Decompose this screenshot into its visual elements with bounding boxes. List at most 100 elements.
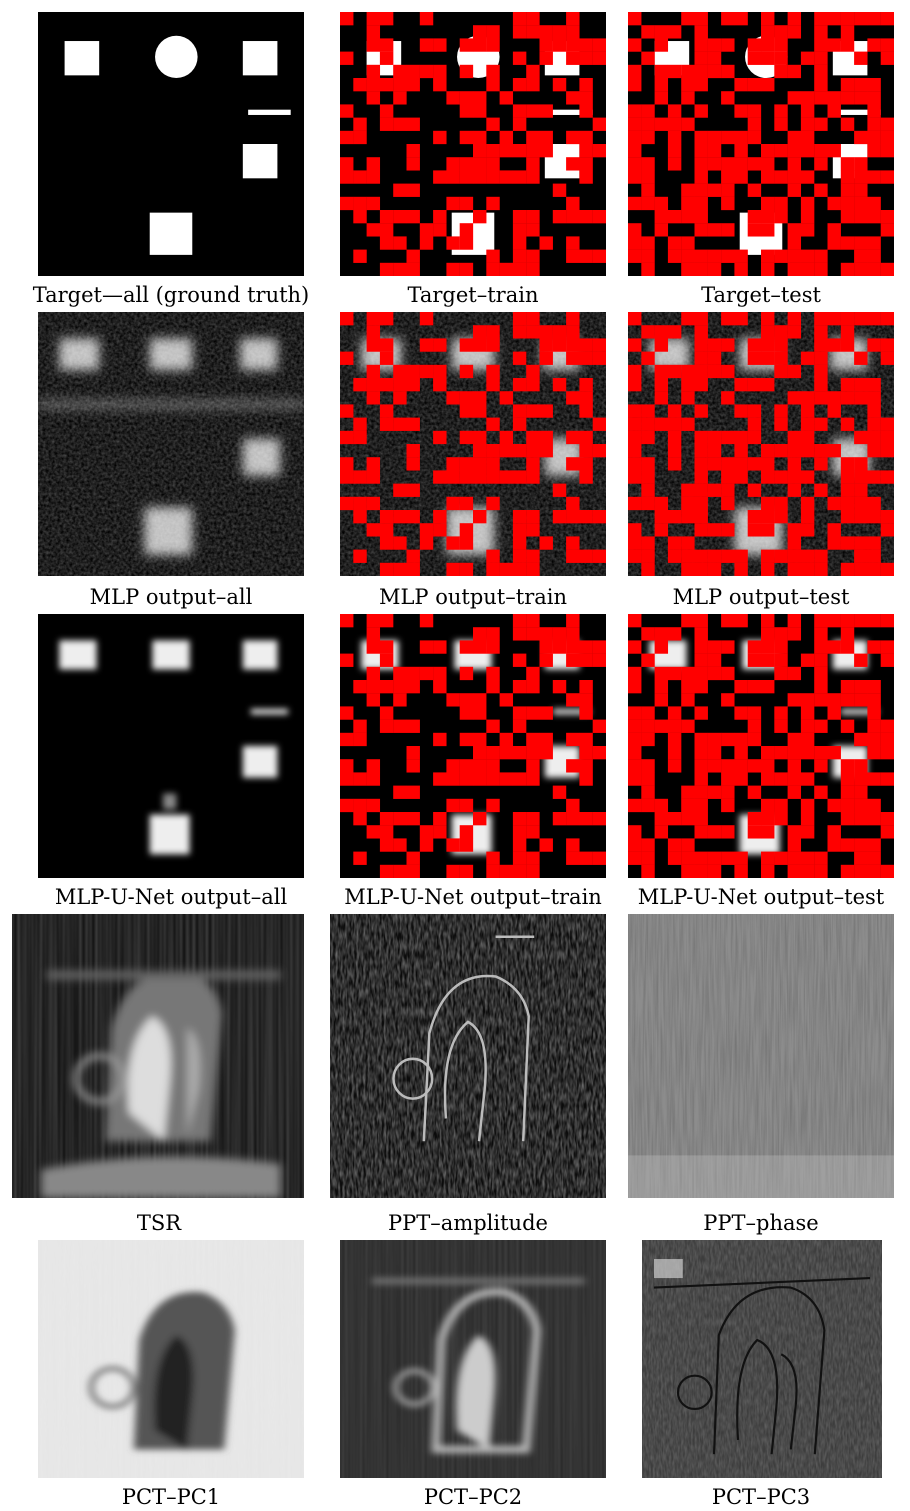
mask-cell — [393, 785, 407, 799]
mask-cell — [539, 746, 553, 760]
mask-cell — [654, 496, 669, 511]
mask-cell — [473, 325, 487, 339]
mask-cell — [366, 798, 381, 813]
mask-cell — [628, 640, 642, 654]
mask-cell — [854, 653, 868, 667]
mask-cell — [721, 196, 735, 211]
mask-cell — [552, 25, 567, 39]
mask-cell — [827, 312, 841, 326]
mask-cell — [566, 653, 580, 667]
mask-cell — [473, 430, 487, 445]
mask-cell — [854, 812, 868, 826]
mask-cell — [366, 312, 381, 326]
mask-cell — [761, 627, 775, 641]
mask-cell — [459, 170, 474, 184]
mask-cell — [419, 338, 434, 352]
mask-cell — [353, 249, 367, 263]
mask-cell — [681, 210, 695, 224]
mask-cell — [747, 157, 762, 171]
mask-cell — [854, 510, 868, 524]
mask-cell — [721, 549, 735, 563]
mask-cell — [774, 417, 788, 431]
mask-cell — [721, 825, 735, 839]
mask-cell — [459, 772, 474, 786]
mask-cell — [473, 391, 487, 405]
mask-cell — [694, 470, 708, 484]
mask-cell — [579, 404, 593, 418]
mask-cell — [681, 117, 695, 131]
mask-cell — [774, 249, 788, 263]
mask-cell — [340, 312, 354, 326]
mask-cell — [694, 759, 708, 773]
mask-cell — [446, 864, 460, 878]
mask-cell — [654, 117, 669, 131]
mask-cell — [340, 732, 354, 747]
mask-cell — [654, 64, 669, 79]
mask-cell — [854, 183, 868, 197]
mask-cell — [694, 25, 708, 39]
mask-cell — [721, 249, 735, 263]
mask-cell — [707, 144, 722, 158]
mask-cell — [406, 210, 420, 224]
mask-cell — [552, 210, 567, 224]
mask-cell — [628, 523, 642, 537]
mask-cell — [566, 312, 580, 326]
mask-cell — [473, 444, 487, 458]
mask-cell — [566, 196, 580, 211]
mask-cell — [854, 470, 868, 484]
mask-cell — [552, 680, 567, 694]
mask-cell — [446, 91, 460, 105]
mask-cell — [800, 170, 815, 184]
mask-cell — [867, 444, 881, 458]
mask-cell — [459, 457, 474, 471]
mask-cell — [707, 51, 722, 65]
mask-cell — [654, 680, 669, 694]
mask-cell — [747, 430, 762, 445]
mask-cell — [721, 772, 735, 786]
mask-cell — [774, 364, 788, 379]
mask-cell — [800, 210, 815, 224]
mask-cell — [579, 104, 593, 118]
mask-cell — [579, 170, 593, 184]
caption-mlp-test: MLP output–test — [672, 585, 850, 609]
mask-cell — [667, 851, 682, 865]
mask-cell — [761, 249, 775, 263]
mask-cell — [340, 51, 354, 65]
mask-cell — [406, 562, 420, 576]
mask-cell — [628, 798, 642, 813]
mask-cell — [566, 391, 580, 405]
mask-cell — [787, 130, 802, 145]
mask-cell — [800, 417, 815, 431]
mask-cell — [419, 838, 434, 852]
mask-cell — [566, 798, 580, 813]
mask-cell — [433, 640, 447, 654]
mask-cell — [486, 549, 500, 563]
mask-cell — [734, 157, 748, 171]
mask-cell — [800, 719, 815, 733]
mask-cell — [459, 130, 474, 145]
mask-cell — [827, 523, 841, 537]
mask-cell — [734, 130, 748, 145]
mask-cell — [721, 91, 735, 105]
mask-cell — [379, 236, 394, 250]
mask-cell — [880, 732, 894, 747]
mask-cell — [406, 851, 420, 865]
mask-cell — [641, 706, 655, 720]
mask-cell — [641, 196, 655, 211]
mask-cell — [880, 640, 894, 654]
mask-cell — [681, 249, 695, 263]
mask-cell — [366, 38, 381, 52]
mask-cell — [641, 51, 655, 65]
mask-cell — [526, 562, 540, 576]
mask-cell — [379, 653, 394, 667]
mask-cell — [526, 78, 540, 92]
mask-cell — [512, 562, 527, 576]
mask-cell — [707, 262, 722, 276]
mask-cell — [694, 864, 708, 878]
mask-cell — [867, 549, 881, 563]
mask-cell — [721, 732, 735, 747]
mask-cell — [787, 430, 802, 445]
mask-cell — [840, 91, 855, 105]
mask-cell — [486, 417, 500, 431]
mask-cell — [628, 732, 642, 747]
